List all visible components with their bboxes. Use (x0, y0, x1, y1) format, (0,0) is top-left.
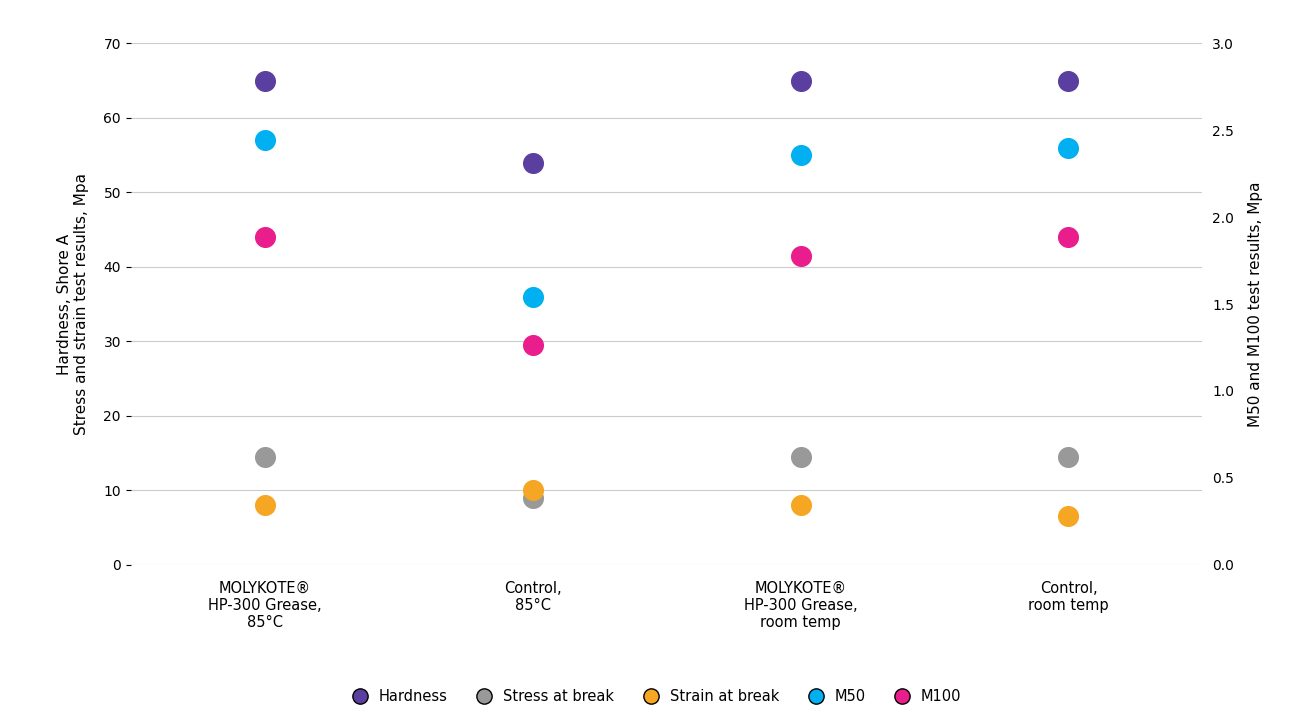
M100 (789, 250, 810, 261)
Legend: Hardness, Stress at break, Strain at break, M50, M100: Hardness, Stress at break, Strain at bre… (340, 683, 967, 710)
Hardness (1057, 75, 1078, 86)
Y-axis label: M50 and M100 test results, Mpa: M50 and M100 test results, Mpa (1248, 181, 1263, 427)
Strain at break (521, 484, 544, 496)
Stress at break (254, 451, 276, 463)
M100 (254, 231, 276, 243)
Stress at break (1057, 451, 1078, 463)
M50 (254, 135, 276, 146)
Hardness (254, 75, 276, 86)
Stress at break (789, 451, 810, 463)
Y-axis label: Hardness, Shore A
Stress and strain test results, Mpa: Hardness, Shore A Stress and strain test… (58, 173, 89, 435)
M50 (521, 291, 544, 303)
M50 (789, 149, 810, 161)
Strain at break (789, 500, 810, 511)
Strain at break (1057, 510, 1078, 522)
M50 (1057, 142, 1078, 153)
Hardness (521, 157, 544, 169)
M100 (1057, 231, 1078, 243)
Strain at break (254, 500, 276, 511)
Stress at break (521, 492, 544, 503)
Hardness (789, 75, 810, 86)
M100 (521, 340, 544, 351)
